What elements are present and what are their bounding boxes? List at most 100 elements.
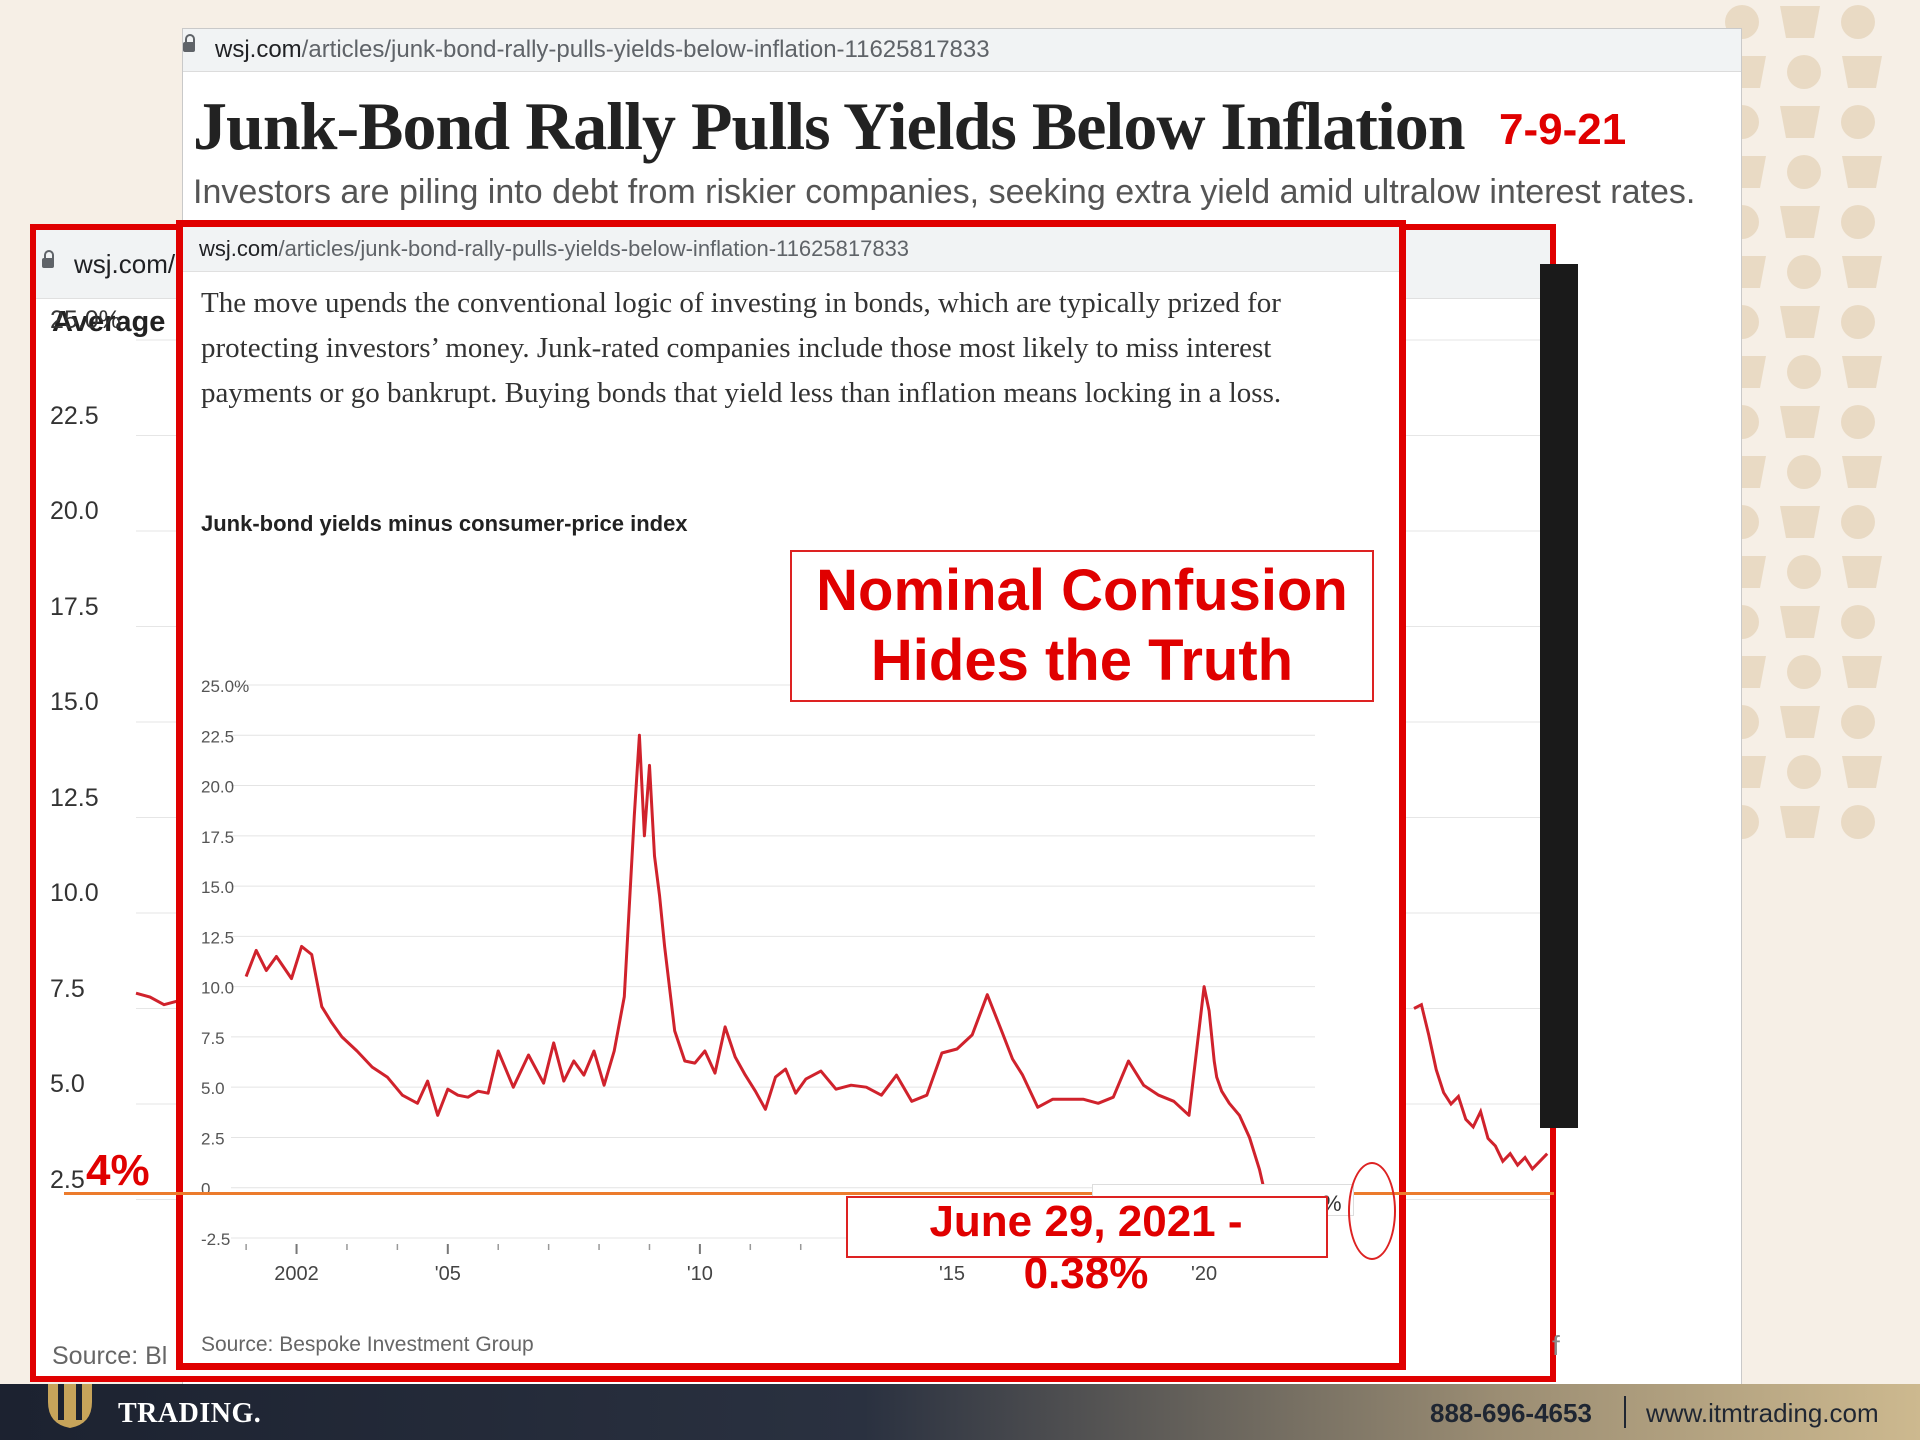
- pattern-bar: [1842, 256, 1882, 288]
- pattern-bar: [1842, 356, 1882, 388]
- reference-line: [64, 1192, 1554, 1195]
- pattern-dot: [1841, 405, 1875, 439]
- june-callout-value: 0.38%: [1023, 1249, 1149, 1298]
- june-callout-label: June 29, 2021 - 0.38%: [836, 1196, 1336, 1300]
- lock-icon: [42, 250, 54, 268]
- left-y-tick-label: 25.0%: [50, 306, 121, 334]
- y-tick-label: 17.5: [201, 828, 234, 847]
- url-text: wsj.com/articles/junk-bond-rally-pulls-y…: [215, 36, 990, 63]
- pattern-dot: [1841, 205, 1875, 239]
- annotation-line-1: Nominal Confusion: [816, 558, 1348, 623]
- date-annotation: 7-9-21: [1499, 105, 1627, 154]
- left-y-tick-label: 12.5: [50, 783, 99, 812]
- left-chart-title: Average: [52, 306, 166, 338]
- background-pattern: [1725, 5, 1882, 839]
- y-tick-label: 12.5: [201, 928, 234, 947]
- front-url-text: wsj.com/articles/junk-bond-rally-pulls-y…: [199, 236, 910, 261]
- series-line: [244, 733, 1281, 1197]
- pattern-dot: [1841, 105, 1875, 139]
- pattern-dot: [1841, 605, 1875, 639]
- pattern-dot: [1787, 355, 1821, 389]
- pattern-dot: [1841, 705, 1875, 739]
- x-tick-label: '20: [1191, 1263, 1217, 1285]
- pattern-dot: [1787, 255, 1821, 289]
- logo-text: TRADING.: [118, 1398, 262, 1429]
- left-y-tick-label: 15.0: [50, 688, 99, 716]
- pattern-dot: [1787, 455, 1821, 489]
- chart-source: Source: Bespoke Investment Group: [201, 1333, 534, 1356]
- pattern-dot: [1841, 305, 1875, 339]
- x-tick-label: '15: [939, 1263, 965, 1285]
- four-percent-label: 4%: [86, 1146, 150, 1195]
- annotation-box: Nominal Confusion Hides the Truth: [790, 550, 1374, 702]
- annotation-line-2: Hides the Truth: [870, 628, 1294, 693]
- itm-logo-icon: [48, 1384, 92, 1428]
- pattern-bar: [1842, 656, 1882, 688]
- pattern-bar: [1780, 406, 1820, 438]
- left-y-tick-label: 2.5: [50, 1165, 85, 1194]
- y-tick-label: 20.0: [201, 778, 234, 797]
- y-tick-label: 10.0: [201, 979, 234, 998]
- y-tick-label: 22.5: [201, 727, 234, 746]
- left-y-tick-label: 20.0: [50, 497, 99, 525]
- left-source: Source: Bl: [52, 1342, 168, 1370]
- pattern-bar: [1780, 506, 1820, 538]
- left-y-tick-label: 10.0: [50, 879, 99, 907]
- left-y-tick-label: 7.5: [50, 974, 85, 1003]
- footer-bar: [0, 1384, 1920, 1440]
- footer-separator: [1624, 1396, 1626, 1428]
- june-callout-date: June 29, 2021 -: [929, 1197, 1243, 1246]
- pattern-bar: [1842, 456, 1882, 488]
- pattern-dot: [1787, 155, 1821, 189]
- pattern-bar: [1842, 56, 1882, 88]
- x-tick-label: '05: [435, 1263, 461, 1285]
- front-chart-panel: wsj.com/articles/junk-bond-rally-pulls-y…: [176, 220, 1406, 1370]
- pattern-dot: [1841, 5, 1875, 39]
- footer-website[interactable]: www.itmtrading.com: [1646, 1398, 1879, 1428]
- chart-title: Junk-bond yields minus consumer-price in…: [201, 511, 688, 536]
- article-subhead: Investors are piling into debt from risk…: [193, 173, 1696, 211]
- left-y-axis: 25.0% 22.5 20.0 17.5 15.0 12.5 10.0 7.5 5.0 2.5: [36, 230, 186, 1380]
- y-tick-label: 25.0%: [201, 677, 249, 696]
- pattern-dot: [1841, 505, 1875, 539]
- x-tick-label: '10: [687, 1263, 713, 1285]
- left-y-tick-label: 17.5: [50, 592, 99, 621]
- y-tick-label: 5.0: [201, 1079, 225, 1098]
- article-headline: Junk-Bond Rally Pulls Yields Below Infla…: [193, 88, 1466, 164]
- y-tick-label: 7.5: [201, 1029, 225, 1048]
- pattern-bar: [1780, 806, 1820, 838]
- callout-ellipse: [1348, 1162, 1396, 1260]
- left-stray-text: f: [1552, 1330, 1560, 1361]
- pattern-dot: [1787, 555, 1821, 589]
- left-url-text: wsj.com/: [74, 249, 176, 279]
- left-series-segment-end: [1413, 1002, 1549, 1172]
- y-tick-label: 0: [201, 1180, 210, 1199]
- url-bar[interactable]: wsj.com/articles/junk-bond-rally-pulls-y…: [183, 29, 1741, 72]
- lock-icon: [183, 34, 195, 52]
- left-series-segment-start: [135, 991, 179, 1007]
- dark-photo-strip: [1540, 264, 1578, 1128]
- pattern-bar: [1842, 556, 1882, 588]
- pattern-dot: [1787, 55, 1821, 89]
- pattern-bar: [1780, 606, 1820, 638]
- y-tick-label: -2.5: [201, 1230, 230, 1249]
- pattern-dot: [1787, 755, 1821, 789]
- x-tick-label: 2002: [274, 1263, 319, 1285]
- pattern-dot: [1841, 805, 1875, 839]
- article-paragraph: The move upends the conventional logic o…: [201, 287, 1282, 409]
- pattern-bar: [1842, 156, 1882, 188]
- pattern-bar: [1780, 6, 1820, 38]
- y-tick-label: 2.5: [201, 1129, 225, 1148]
- pattern-bar: [1842, 756, 1882, 788]
- front-url-bar[interactable]: wsj.com/articles/junk-bond-rally-pulls-y…: [183, 227, 1399, 272]
- left-y-tick-label: 22.5: [50, 401, 99, 430]
- y-tick-label: 15.0: [201, 878, 234, 897]
- pattern-bar: [1780, 706, 1820, 738]
- footer-phone[interactable]: 888-696-4653: [1430, 1398, 1592, 1428]
- june-callout-box: [846, 1196, 1328, 1258]
- pattern-bar: [1780, 206, 1820, 238]
- pattern-bar: [1780, 106, 1820, 138]
- pattern-bar: [1780, 306, 1820, 338]
- left-y-tick-label: 5.0: [50, 1070, 85, 1098]
- pattern-dot: [1787, 655, 1821, 689]
